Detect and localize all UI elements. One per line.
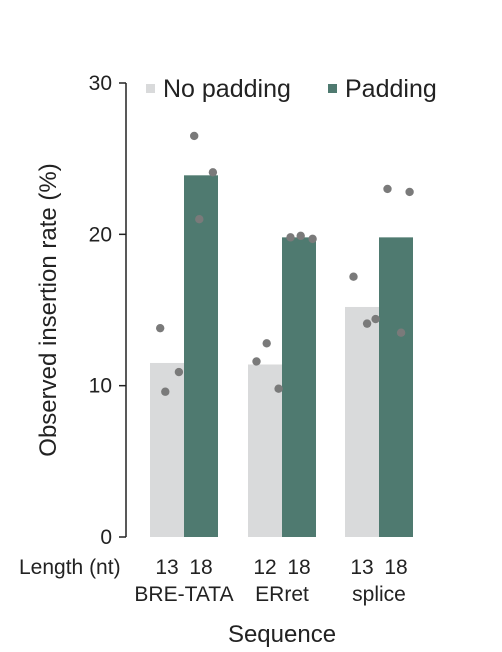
group-label: ERret (255, 583, 309, 606)
replicate-point (208, 168, 218, 177)
legend-swatch (328, 84, 337, 93)
length-tick-label: 18 (384, 556, 407, 579)
replicate-point (252, 357, 261, 366)
replicate-point (156, 323, 165, 333)
x-axis-title: Sequence (228, 621, 336, 648)
y-tick-label: 0 (100, 526, 112, 549)
replicate-point (174, 367, 184, 377)
replicate-point (190, 131, 199, 141)
bar-padding-splice (379, 237, 413, 538)
length-tick-label: 18 (189, 556, 212, 579)
y-tick-label: 30 (89, 72, 112, 95)
replicate-points-layer (156, 131, 414, 396)
replicate-point (308, 234, 317, 244)
legend-label: No padding (163, 75, 291, 103)
replicate-point (274, 384, 283, 393)
replicate-point (195, 215, 204, 224)
bar-padding-erret (282, 237, 316, 538)
length-tick-label: 18 (287, 556, 310, 579)
replicate-point (405, 187, 414, 197)
replicate-point (383, 184, 392, 194)
legend-swatch (146, 84, 155, 93)
replicate-point (262, 339, 271, 348)
bar-no-padding-splice (345, 306, 379, 537)
group-label: splice (352, 583, 406, 606)
length-tick-label: 13 (155, 556, 178, 579)
replicate-point (296, 231, 305, 241)
bars-layer (150, 175, 413, 538)
replicate-point (362, 319, 372, 328)
y-tick-label: 10 (89, 375, 112, 398)
replicate-point (161, 387, 170, 396)
y-tick-label: 20 (89, 223, 112, 246)
length-tick-label: 13 (350, 556, 373, 579)
legend: No padding Padding (146, 75, 437, 103)
group-label: BRE-TATA (134, 583, 233, 606)
length-tick-label: 12 (253, 556, 276, 579)
length-axis-label: Length (nt) (19, 556, 121, 579)
x-axis-labels: Length (nt) 13 18 BRE-TATA 12 18 ERret 13 18 spli… (19, 556, 408, 606)
replicate-point (396, 328, 406, 337)
replicate-point (286, 233, 295, 242)
bar-no-padding-erret (248, 364, 282, 537)
y-axis: 0 10 20 30 (89, 72, 127, 549)
legend-label: Padding (345, 75, 437, 103)
replicate-point (349, 272, 358, 281)
replicate-point (371, 314, 380, 324)
y-axis-title: Observed insertion rate (%) (35, 163, 62, 456)
bar-padding-bre-tata (184, 175, 218, 537)
